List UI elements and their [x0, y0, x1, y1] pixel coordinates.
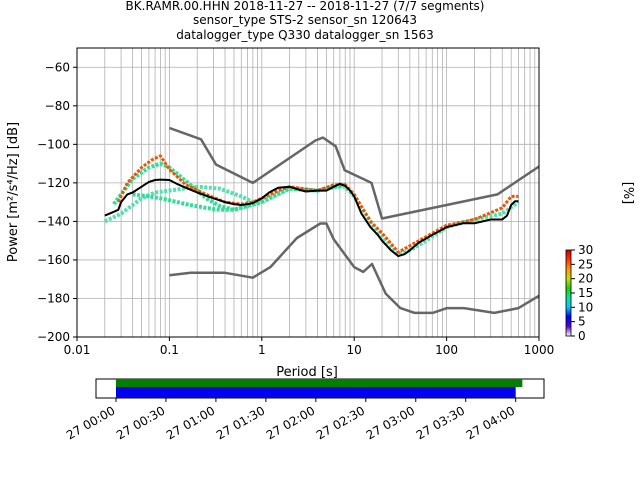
y-tick-label: −100 — [37, 137, 70, 151]
timeline-tick-label: 27 03:00 — [364, 403, 417, 442]
timeline-tick-label: 27 00:30 — [114, 403, 167, 442]
title-line-1: BK.RAMR.00.HHN 2018-11-27 -- 2018-11-27 … — [126, 0, 485, 13]
y-tick-label: −60 — [45, 60, 70, 74]
colorbar-tick-label: 10 — [578, 300, 593, 314]
x-tick-label: 100 — [435, 343, 458, 357]
y-axis-label: Power [m²/s⁴/Hz] [dB] — [6, 122, 21, 262]
colorbar-gradient — [565, 249, 572, 337]
density-heatmap — [103, 154, 520, 257]
colorbar-tick-label: 30 — [578, 243, 593, 257]
axis-ticks: 0.01 0.1 1 10 100 1000 −200 −180 −160 −140 −120 −10… — [37, 60, 554, 357]
series-line-noise-model-low — [169, 222, 540, 315]
y-tick-label: −120 — [37, 176, 70, 190]
psd-plot: 0.01 0.1 1 10 100 1000 −200 −180 −160 −140 −120 −10… — [6, 47, 554, 380]
series-lines — [104, 126, 540, 315]
title-line-3: datalogger_type Q330 datalogger_sn 1563 — [176, 28, 434, 42]
colorbar-label: [%] — [620, 182, 635, 205]
timeline-tick-label: 27 02:00 — [264, 403, 317, 442]
timeline-tick-label: 27 01:30 — [214, 403, 267, 442]
x-tick-label: 10 — [347, 343, 362, 357]
grid — [77, 48, 539, 337]
series-line-mode — [104, 178, 519, 258]
x-tick-label: 0.01 — [64, 343, 91, 357]
timeline-bar — [115, 379, 523, 387]
colorbar-tick-label: 5 — [578, 315, 586, 329]
density-band — [132, 192, 263, 212]
timeline-tick-label: 27 03:30 — [414, 403, 467, 442]
timeline-tick-label: 27 02:30 — [314, 403, 367, 442]
y-tick-label: −180 — [37, 291, 70, 305]
title-line-2: sensor_type STS-2 sensor_sn 120643 — [193, 13, 417, 27]
timeline-tick-label: 27 00:00 — [64, 403, 117, 442]
timeline-tick-label: 27 01:00 — [164, 403, 217, 442]
density-band — [103, 184, 520, 257]
x-axis-label: Period [s] — [276, 365, 338, 380]
y-tick-label: −140 — [37, 214, 70, 228]
colorbar-tick-label: 15 — [578, 286, 593, 300]
x-tick-label: 1 — [258, 343, 266, 357]
colorbar-tick-label: 0 — [578, 329, 586, 343]
y-tick-label: −80 — [45, 99, 70, 113]
series-line-noise-model-high — [168, 126, 540, 220]
x-tick-label: 0.1 — [160, 343, 179, 357]
plot-frame — [76, 47, 540, 338]
y-tick-label: −160 — [37, 253, 70, 267]
timeline-tick-label: 27 04:00 — [464, 403, 517, 442]
y-tick-label: −200 — [37, 330, 70, 344]
colorbar-tick-label: 25 — [578, 257, 593, 271]
colorbar-tick-label: 20 — [578, 272, 593, 286]
x-tick-label: 1000 — [524, 343, 555, 357]
timeline-bar — [115, 387, 516, 398]
timeline-bars — [115, 379, 523, 398]
